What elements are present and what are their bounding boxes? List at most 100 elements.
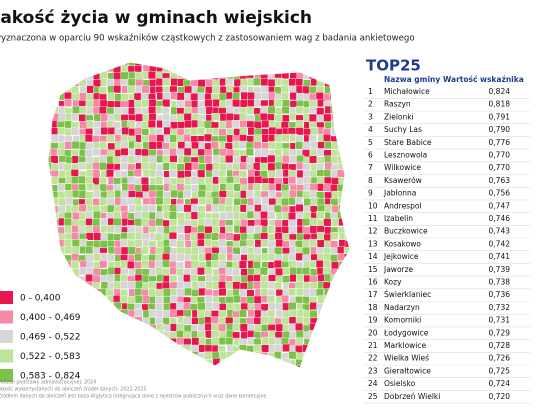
map-cell (316, 148, 325, 157)
map-cell (219, 365, 228, 368)
map-cell (176, 302, 185, 311)
map-cell (128, 345, 137, 354)
index-value: 0,763 (489, 176, 511, 185)
legend-swatch (0, 349, 13, 363)
index-value: 0,743 (489, 227, 511, 236)
map-cell (219, 260, 228, 269)
rank: 24 (368, 379, 378, 388)
map-cell (239, 127, 248, 136)
map-cell (148, 337, 157, 346)
map-cell (281, 294, 290, 303)
map-cell (86, 267, 95, 276)
map-cell (86, 317, 95, 326)
map-cell (183, 274, 192, 283)
rank: 10 (368, 201, 378, 210)
map-cell (107, 366, 116, 368)
map-cell (331, 352, 340, 361)
map-cell (296, 177, 305, 186)
map-cell (217, 203, 226, 212)
map-cell (316, 197, 325, 206)
map-cell (92, 161, 101, 170)
map-cell (204, 133, 213, 142)
map-cell (323, 71, 332, 80)
map-cell (338, 62, 347, 67)
map-cell (63, 274, 72, 283)
map-cell (218, 62, 227, 66)
map-cell (156, 352, 165, 361)
map-cell (281, 133, 290, 142)
map-cell (218, 246, 227, 255)
map-cell (84, 225, 93, 234)
legend-label: 0,522 - 0,583 (20, 352, 81, 362)
commune-name: Michałowice (384, 87, 430, 96)
map-cell (50, 266, 59, 275)
map-cell (317, 273, 326, 282)
map-cell (154, 233, 163, 242)
map-cell (267, 154, 276, 163)
map-cell (48, 114, 53, 123)
map-cell (155, 218, 164, 227)
map-cell (308, 86, 317, 95)
rank: 15 (368, 265, 378, 274)
map-cell (259, 267, 268, 276)
map-cell (309, 302, 318, 311)
commune-name: Izabelin (384, 214, 413, 223)
map-cell (274, 62, 283, 67)
map-cell (324, 204, 333, 213)
map-cell (260, 211, 269, 220)
map-cell (191, 359, 200, 368)
map-cell (71, 85, 80, 94)
map-cell (261, 196, 270, 205)
index-value: 0,756 (489, 189, 511, 198)
map-cell (267, 78, 276, 87)
map-cell (120, 365, 129, 368)
map-cell (128, 71, 137, 80)
map-cell (58, 64, 67, 73)
map-cell (337, 92, 346, 101)
commune-name: Wielka Wieś (384, 354, 429, 363)
map-cell (266, 358, 275, 367)
map-cell (48, 71, 52, 80)
commune-name: Jejkowice (383, 252, 419, 261)
map-cell (267, 302, 276, 311)
map-cell (134, 358, 143, 367)
rank: 13 (368, 239, 378, 248)
map-cell (309, 217, 318, 226)
map-cell (64, 246, 73, 255)
map-cell (239, 212, 248, 221)
map-cell (323, 183, 332, 192)
map-cell (252, 261, 261, 270)
map-cell (93, 62, 102, 66)
map-cell (261, 183, 270, 192)
map-cell (240, 366, 249, 368)
map-cell (337, 366, 346, 368)
map-cell (134, 100, 143, 109)
map-cell (92, 268, 101, 277)
map-cell (48, 281, 51, 290)
map-cell (308, 92, 317, 101)
map-cell (99, 240, 108, 249)
map-cell (275, 323, 284, 332)
map-cell (260, 70, 269, 79)
map-cell (134, 71, 143, 80)
map-cell (169, 147, 178, 156)
map-cell (92, 65, 101, 74)
map-cell (120, 140, 129, 149)
map-cell (133, 261, 142, 270)
map-cell (148, 204, 157, 213)
commune-name: Stare Babice (384, 138, 432, 147)
map-cell (85, 64, 94, 73)
map-cell (183, 204, 192, 213)
map-cell (134, 288, 143, 297)
map-cell (232, 358, 241, 367)
map-cell (226, 85, 235, 94)
map-cell (345, 128, 350, 137)
map-cell (239, 226, 248, 235)
map-cell (176, 225, 185, 234)
map-cell (225, 224, 234, 233)
map-cell (142, 359, 151, 368)
map-cell (100, 303, 109, 312)
map-cell (56, 274, 65, 283)
map-cell (331, 64, 340, 73)
